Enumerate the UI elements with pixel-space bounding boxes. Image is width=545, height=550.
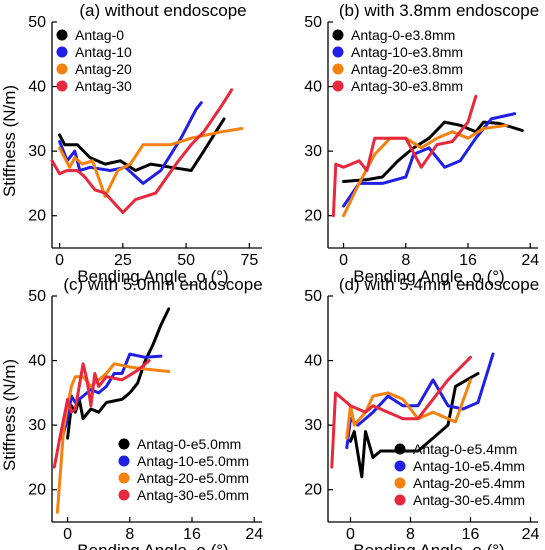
legend: Antag-0-e5.4mmAntag-10-e5.4mmAntag-20-e5… [394,441,525,508]
legend-entry: Antag-0 [75,27,124,43]
legend-entry: Antag-30-e3.8mm [351,78,463,94]
legend-marker [56,80,68,92]
legend-marker [394,443,406,455]
legend-entry: Antag-20-e5.4mm [413,475,525,491]
y-tick-label: 20 [304,482,322,499]
legend-marker [56,46,68,58]
x-tick-label: 0 [346,526,355,543]
series-line-Antag-0-e5.4mm [349,372,480,479]
x-tick-label: 50 [177,252,195,269]
series-line-Antag-20-e5.4mm [345,378,472,440]
legend-entry: Antag-20-e3.8mm [351,61,463,77]
legend-marker [394,460,406,472]
chart-panel-2: 20 30 40 50 0 8 16 24 (c) with 5.0mm endoscope Be… [0,275,263,550]
legend-entry: Antag-20-e5.0mm [137,470,249,486]
legend-entry: Antag-30 [75,78,132,94]
chart-title: (c) with 5.0mm endoscope [63,275,262,294]
series-line-Antag-10-e5.4mm [345,352,495,450]
chart-title: (b) with 3.8mm endoscope [339,1,539,20]
legend-entry: Antag-0-e5.4mm [413,441,517,457]
series-line-Antag-10-e5.0mm [60,352,163,440]
legend-marker [118,489,130,501]
legend-entry: Antag-20 [75,61,132,77]
series-line-Antag-30-e5.0mm [52,359,151,469]
legend-marker [332,63,344,75]
series-line-Antag-30-e5.4mm [330,355,472,469]
legend-marker [56,29,68,41]
x-axis-label: Bending Angle_o (°) [77,267,228,286]
y-tick-label: 50 [28,14,46,31]
legend-marker [394,477,406,489]
legend-marker [394,494,406,506]
series-line-Antag-20 [58,127,244,198]
legend-marker [56,63,68,75]
legend-entry: Antag-0-e3.8mm [351,27,455,43]
y-tick-label: 50 [28,288,46,305]
legend: Antag-0-e5.0mmAntag-10-e5.0mmAntag-20-e5… [118,436,249,503]
y-axis-label: Stiffness (N/m) [0,359,19,471]
y-tick-label: 50 [304,14,322,31]
legend-entry: Antag-10-e3.8mm [351,44,463,60]
y-tick-label: 50 [304,288,322,305]
y-tick-label: 40 [28,353,46,370]
x-axis-label: Bending Angle_o (°) [353,541,504,550]
series-line-Antag-30-e3.8mm [331,94,478,218]
y-tick-label: 40 [28,79,46,96]
y-tick-label: 20 [28,482,46,499]
legend-marker [332,80,344,92]
y-tick-label: 20 [304,208,322,225]
chart-panel-3: 20 30 40 50 0 8 16 24 (d) with 5.4mm endoscope Be… [304,275,539,550]
series-line-Antag-0-e3.8mm [342,120,524,183]
legend-marker [332,29,344,41]
x-tick-label: 24 [245,526,263,543]
x-tick-label: 24 [521,252,539,269]
chart-panel-0: 20 30 40 50 0 25 50 75 (a) without endoscope Bend… [0,1,262,286]
legend-entry: Antag-10-e5.0mm [137,453,249,469]
y-tick-label: 30 [28,417,46,434]
chart-title: (a) without endoscope [79,1,246,20]
y-tick-label: 30 [304,143,322,160]
y-tick-label: 30 [28,143,46,160]
x-tick-label: 16 [459,252,477,269]
chart-panel-1: 20 30 40 50 0 8 16 24 (b) with 3.8mm endoscope Be… [304,1,539,286]
legend-marker [118,472,130,484]
legend-entry: Antag-30-e5.0mm [137,487,249,503]
legend-entry: Antag-10-e5.4mm [413,458,525,474]
x-tick-label: 25 [114,252,132,269]
legend: Antag-0-e3.8mmAntag-10-e3.8mmAntag-20-e3… [332,27,463,94]
legend-marker [118,438,130,450]
x-axis-label: Bending Angle_o (°) [77,541,228,550]
x-axis-label: Bending Angle_o (°) [353,267,504,286]
y-tick-label: 40 [304,353,322,370]
y-tick-label: 20 [28,208,46,225]
x-tick-label: 0 [339,252,348,269]
legend-marker [332,46,344,58]
series-line-Antag-30 [50,88,234,214]
x-tick-label: 8 [406,526,415,543]
legend-marker [118,455,130,467]
x-tick-label: 24 [522,526,540,543]
x-tick-label: 16 [183,526,201,543]
y-tick-label: 30 [304,417,322,434]
y-axis-label: Stiffness (N/m) [0,85,19,197]
x-tick-label: 0 [55,252,64,269]
legend-entry: Antag-10 [75,44,132,60]
x-tick-label: 75 [240,252,258,269]
x-tick-label: 0 [63,526,72,543]
legend-entry: Antag-0-e5.0mm [137,436,241,452]
y-tick-label: 40 [304,79,322,96]
x-tick-label: 8 [125,526,134,543]
legend-entry: Antag-30-e5.4mm [413,492,525,508]
chart-title: (d) with 5.4mm endoscope [339,275,539,294]
x-tick-label: 8 [401,252,410,269]
x-tick-label: 16 [462,526,480,543]
